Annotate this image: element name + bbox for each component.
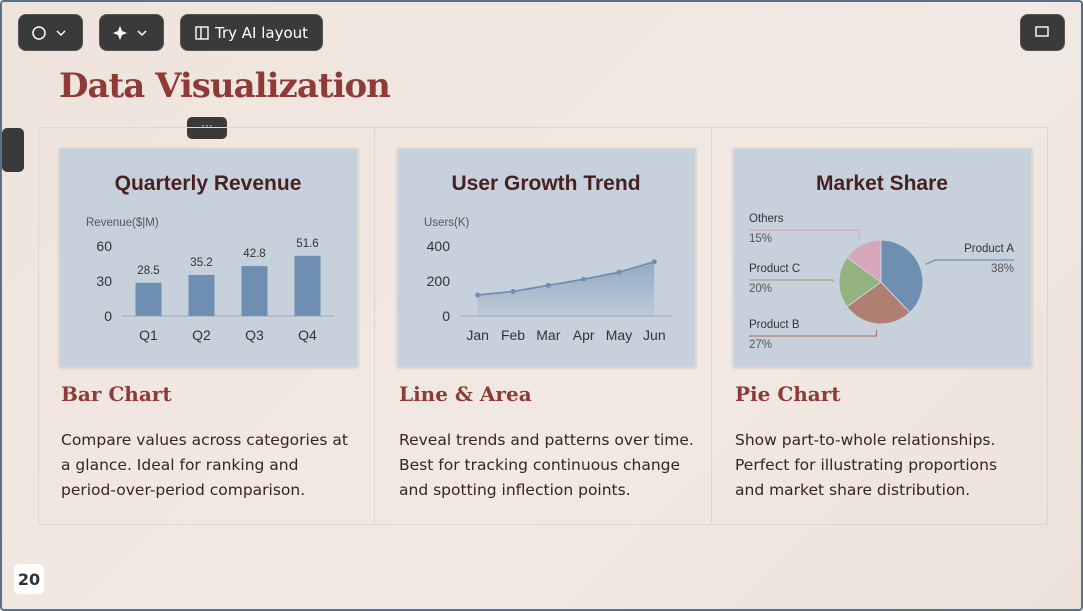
page-number: 20 xyxy=(14,564,44,594)
point xyxy=(475,292,481,298)
legend-label: Others xyxy=(749,213,784,225)
leader-line xyxy=(749,229,860,240)
data-label: 20% xyxy=(749,283,772,295)
card-heading: Line & Area xyxy=(399,382,532,406)
data-label: 27% xyxy=(749,339,772,351)
x-tick-label: Mar xyxy=(536,327,560,343)
x-tick-label: Q2 xyxy=(192,327,211,343)
card-grid xyxy=(38,127,1048,525)
layout-icon xyxy=(195,25,209,40)
card-heading: Pie Chart xyxy=(735,382,841,406)
drag-handle[interactable] xyxy=(2,128,24,172)
more-handle[interactable]: ··· xyxy=(187,117,227,139)
bar xyxy=(188,274,215,316)
pie-slice xyxy=(838,256,882,308)
point xyxy=(616,269,622,275)
ai-layout-label: Try AI layout xyxy=(214,23,309,42)
y-axis-label: Users(K) xyxy=(424,217,470,229)
chart-panel: Market Share Product A 38% Product B 27% Prod… xyxy=(733,148,1032,367)
line xyxy=(477,260,655,296)
leader-line xyxy=(749,279,834,282)
x-tick-label: May xyxy=(606,327,632,343)
bar xyxy=(294,255,321,316)
sparkle-icon xyxy=(112,25,147,40)
chart-panel: Quarterly Revenue Revenue($|M) 0 30 60 Q1 28.5… xyxy=(59,148,358,367)
x-tick-label: Q1 xyxy=(139,327,158,343)
card-description: Compare values across categories at a gl… xyxy=(61,431,348,499)
point xyxy=(510,289,516,294)
pie-slice xyxy=(846,239,882,283)
ai-layout-button[interactable]: Try AI layout xyxy=(180,14,323,51)
data-label: 35.2 xyxy=(190,257,212,269)
ai-button[interactable] xyxy=(99,14,164,51)
point xyxy=(545,282,551,288)
slide-title: Data Visualization xyxy=(59,66,391,106)
y-tick-label: 60 xyxy=(96,238,112,254)
chart: User Growth Trend Users(K) 0 200 400 Jan Feb Ma… xyxy=(424,172,672,343)
data-label: 42.8 xyxy=(243,248,265,260)
chart-title: User Growth Trend xyxy=(451,172,640,195)
data-label: 38% xyxy=(991,263,1014,275)
chart: Market Share Product A 38% Product B 27% Prod… xyxy=(749,172,1014,351)
pie-slice xyxy=(846,281,911,325)
card-heading: Bar Chart xyxy=(61,382,172,406)
y-tick-label: 0 xyxy=(442,308,450,324)
y-tick-label: 200 xyxy=(427,273,451,289)
leader-line xyxy=(749,329,878,337)
chart: Quarterly Revenue Revenue($|M) 0 30 60 Q1 28.5… xyxy=(86,172,334,343)
card-description: Show part-to-whole relationships. Perfec… xyxy=(735,431,998,499)
y-tick-label: 30 xyxy=(96,273,112,289)
theme-icon xyxy=(31,25,66,40)
legend-label: Product C xyxy=(749,263,800,275)
point xyxy=(651,259,657,265)
x-tick-label: Q4 xyxy=(298,327,317,343)
data-label: 15% xyxy=(749,233,772,245)
x-tick-label: Q3 xyxy=(245,327,264,343)
x-tick-label: Apr xyxy=(573,327,595,343)
legend-label: Product A xyxy=(964,243,1014,255)
divider xyxy=(374,127,375,523)
x-tick-label: Jan xyxy=(466,327,489,343)
chart-title: Quarterly Revenue xyxy=(115,172,302,195)
bar xyxy=(241,266,268,316)
y-tick-label: 400 xyxy=(427,238,451,254)
theme-button[interactable] xyxy=(18,14,83,51)
chart-title: Market Share xyxy=(816,172,948,195)
leader-line xyxy=(925,259,1014,265)
y-axis-label: Revenue($|M) xyxy=(86,217,159,229)
comments-button[interactable] xyxy=(1020,14,1065,51)
divider xyxy=(711,127,712,523)
chart-panel: User Growth Trend Users(K) 0 200 400 Jan Feb Ma… xyxy=(397,148,696,367)
card-description: Reveal trends and patterns over time. Be… xyxy=(399,431,694,499)
data-label: 51.6 xyxy=(296,238,318,250)
x-tick-label: Jun xyxy=(643,327,666,343)
x-tick-label: Feb xyxy=(501,327,525,343)
comment-icon xyxy=(1034,25,1049,37)
area xyxy=(477,261,655,316)
data-label: 28.5 xyxy=(137,265,159,277)
y-tick-label: 0 xyxy=(104,308,112,324)
bar xyxy=(135,282,162,316)
point xyxy=(581,276,587,282)
pie-slice xyxy=(880,239,924,314)
legend-label: Product B xyxy=(749,319,800,331)
